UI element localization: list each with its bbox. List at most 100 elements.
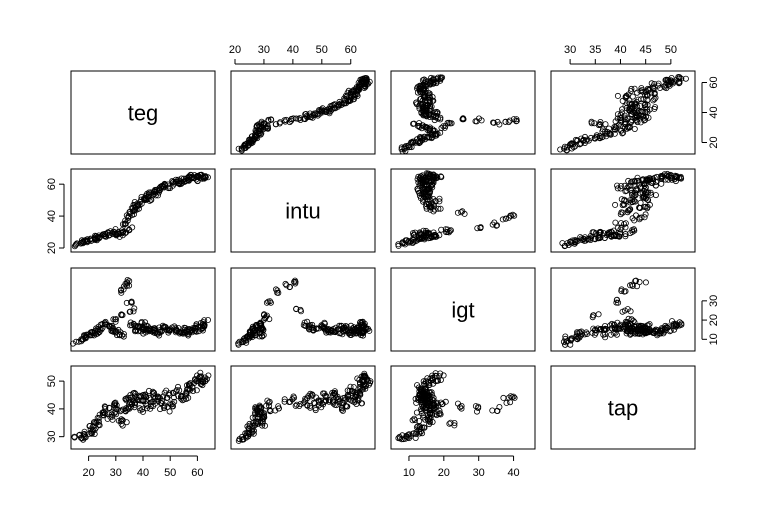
- data-point: [281, 398, 288, 405]
- data-point: [612, 201, 619, 208]
- data-point: [629, 281, 636, 288]
- panel-frame: [390, 267, 536, 352]
- data-point: [340, 327, 347, 334]
- data-point: [434, 74, 441, 81]
- data-point: [499, 216, 506, 223]
- data-point: [340, 325, 347, 332]
- data-point: [249, 133, 256, 140]
- data-point: [411, 415, 418, 422]
- data-point: [161, 389, 168, 396]
- data-point: [149, 403, 156, 410]
- data-point: [581, 331, 588, 338]
- data-point: [644, 325, 651, 332]
- data-point: [599, 128, 606, 135]
- data-point: [356, 383, 363, 390]
- data-point: [149, 388, 156, 395]
- data-point: [629, 226, 636, 233]
- data-point: [634, 174, 641, 181]
- data-point: [460, 115, 467, 122]
- data-point: [633, 187, 640, 194]
- data-point: [599, 134, 606, 141]
- data-point: [249, 428, 256, 435]
- data-point: [622, 231, 629, 238]
- data-point: [344, 403, 351, 410]
- tick-label: 50: [665, 44, 677, 56]
- panel-frame: [230, 168, 376, 253]
- data-point: [158, 397, 165, 404]
- panel-teg-vs-tap: [550, 70, 696, 155]
- data-point: [591, 331, 598, 338]
- data-point: [130, 211, 137, 218]
- data-point: [620, 129, 627, 136]
- data-point: [307, 402, 314, 409]
- data-point: [264, 397, 271, 404]
- tick-label: 20: [82, 467, 94, 479]
- data-point: [197, 369, 204, 376]
- data-point: [259, 418, 266, 425]
- data-point: [102, 318, 109, 325]
- data-point: [262, 313, 269, 320]
- data-point: [165, 185, 172, 192]
- data-point: [286, 284, 293, 291]
- data-point: [310, 326, 317, 333]
- tick-label: 10: [708, 333, 720, 345]
- data-point: [655, 327, 662, 334]
- data-point: [81, 434, 88, 441]
- data-point: [614, 111, 621, 118]
- data-point: [174, 383, 181, 390]
- data-point: [307, 110, 314, 117]
- data-point: [282, 280, 289, 287]
- data-point: [627, 108, 634, 115]
- data-point: [123, 395, 130, 402]
- data-point: [591, 120, 598, 127]
- data-point: [614, 296, 621, 303]
- data-point: [167, 400, 174, 407]
- data-point: [637, 88, 644, 95]
- data-point: [658, 175, 665, 182]
- data-point: [102, 410, 109, 417]
- data-point: [444, 119, 451, 126]
- data-point: [582, 234, 589, 241]
- tick-label: 45: [640, 44, 652, 56]
- data-point: [652, 182, 659, 189]
- data-point: [600, 230, 607, 237]
- data-point: [310, 324, 317, 331]
- data-point: [347, 97, 354, 104]
- panel-frame: [390, 365, 536, 450]
- data-point: [156, 327, 163, 334]
- data-point: [431, 109, 438, 116]
- data-point: [127, 299, 134, 306]
- data-point: [202, 377, 209, 384]
- data-point: [353, 390, 360, 397]
- panel-frame: [550, 267, 696, 352]
- data-point: [568, 140, 575, 147]
- data-point: [321, 390, 328, 397]
- data-point: [509, 394, 516, 401]
- data-point: [346, 329, 353, 336]
- data-point: [637, 329, 644, 336]
- data-point: [204, 174, 211, 181]
- data-point: [459, 208, 466, 215]
- data-point: [70, 340, 77, 347]
- data-point: [195, 328, 202, 335]
- data-point: [627, 308, 634, 315]
- data-point: [610, 232, 617, 239]
- data-point: [507, 399, 514, 406]
- data-point: [126, 400, 133, 407]
- tick-label: 30: [258, 44, 270, 56]
- data-point: [420, 100, 427, 107]
- data-point: [676, 74, 683, 81]
- data-point: [281, 396, 288, 403]
- panel-intu-vs-teg: [70, 168, 216, 253]
- data-point: [616, 230, 623, 237]
- data-point: [587, 236, 594, 243]
- data-point: [118, 289, 125, 296]
- data-point: [612, 219, 619, 226]
- data-point: [118, 312, 125, 319]
- data-point: [318, 323, 325, 330]
- data-point: [190, 387, 197, 394]
- data-point: [614, 92, 621, 99]
- data-point: [293, 115, 300, 122]
- data-point: [451, 422, 458, 429]
- data-point: [424, 185, 431, 192]
